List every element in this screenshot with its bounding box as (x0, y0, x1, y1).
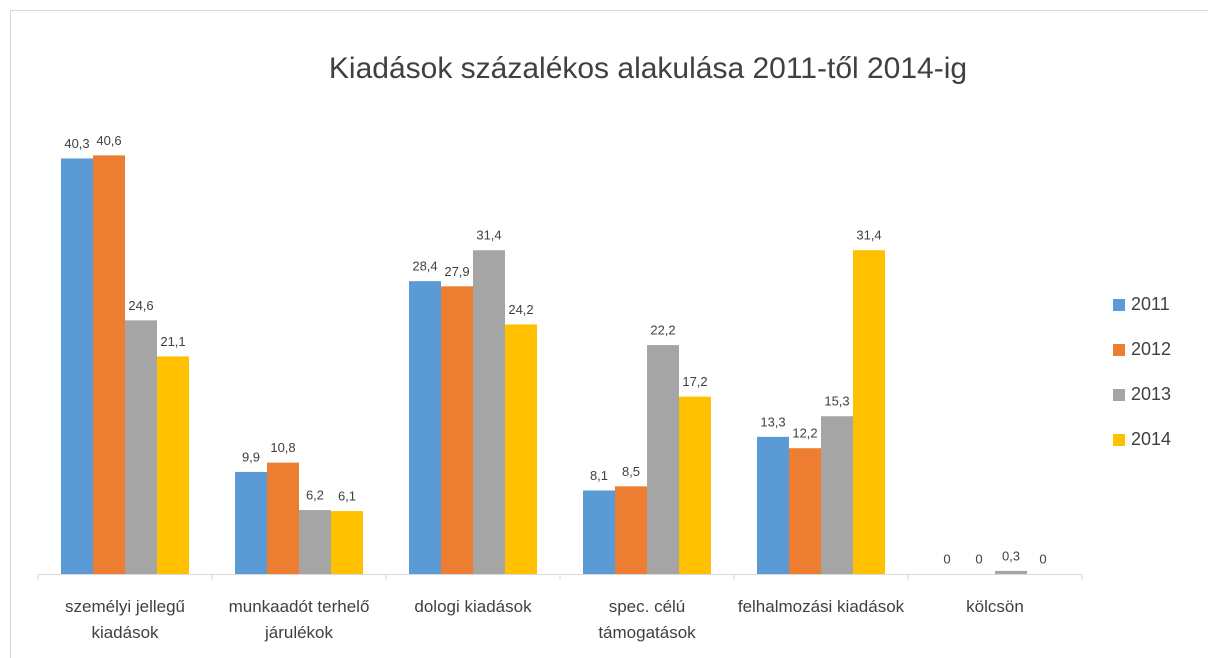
data-label: 17,2 (682, 374, 707, 389)
bar (125, 320, 157, 574)
data-label: 0 (943, 551, 950, 566)
data-label: 0,3 (1002, 548, 1020, 563)
bar (757, 436, 789, 574)
x-tick-label: felhalmozási kiadások (737, 597, 905, 616)
data-label: 9,9 (242, 449, 260, 464)
legend-label: 2011 (1131, 294, 1170, 314)
bar (409, 281, 441, 574)
x-tick-label: személyi jellegű kiadások (65, 597, 185, 642)
legend-swatch (1113, 434, 1125, 446)
bar (647, 345, 679, 574)
bar (267, 462, 299, 574)
data-label: 24,6 (128, 298, 153, 313)
bar (995, 570, 1027, 574)
data-label: 6,1 (338, 489, 356, 504)
data-label: 40,3 (64, 136, 89, 151)
data-label: 8,5 (622, 464, 640, 479)
x-tick-label: kölcsön (966, 597, 1024, 616)
data-label: 8,1 (590, 468, 608, 483)
legend-swatch (1113, 389, 1125, 401)
data-label: 28,4 (412, 259, 437, 274)
data-label: 13,3 (760, 414, 785, 429)
data-label: 10,8 (270, 440, 295, 455)
data-label: 31,4 (476, 228, 501, 243)
data-label: 24,2 (508, 302, 533, 317)
bar (853, 250, 885, 574)
bar (235, 471, 267, 574)
legend-label: 2013 (1131, 384, 1171, 404)
bar (331, 511, 363, 574)
legend-swatch (1113, 344, 1125, 356)
bar (441, 286, 473, 574)
data-label: 31,4 (856, 228, 881, 243)
x-tick-label: spec. célú támogatások (598, 597, 696, 642)
legend-label: 2014 (1131, 429, 1171, 449)
data-label: 12,2 (792, 426, 817, 441)
bar (615, 486, 647, 574)
data-label: 27,9 (444, 264, 469, 279)
data-label: 21,1 (160, 334, 185, 349)
bar (583, 490, 615, 574)
x-tick-label: dologi kiadások (414, 597, 532, 616)
bar (157, 356, 189, 574)
data-label: 40,6 (96, 133, 121, 148)
bar (679, 396, 711, 574)
bar (473, 250, 505, 574)
x-tick-label: munkaadót terhelő járulékok (228, 597, 370, 642)
bar (61, 158, 93, 574)
bar (505, 324, 537, 574)
bar (93, 155, 125, 574)
legend-swatch (1113, 299, 1125, 311)
chart-border (10, 10, 1208, 658)
data-label: 15,3 (824, 394, 849, 409)
legend-label: 2012 (1131, 339, 1171, 359)
bar (789, 448, 821, 574)
bar (821, 416, 853, 574)
data-label: 0 (1039, 551, 1046, 566)
bar (299, 510, 331, 574)
data-label: 0 (975, 551, 982, 566)
data-label: 6,2 (306, 488, 324, 503)
data-label: 22,2 (650, 323, 675, 338)
chart-title: Kiadások százalékos alakulása 2011-től 2… (329, 52, 967, 85)
